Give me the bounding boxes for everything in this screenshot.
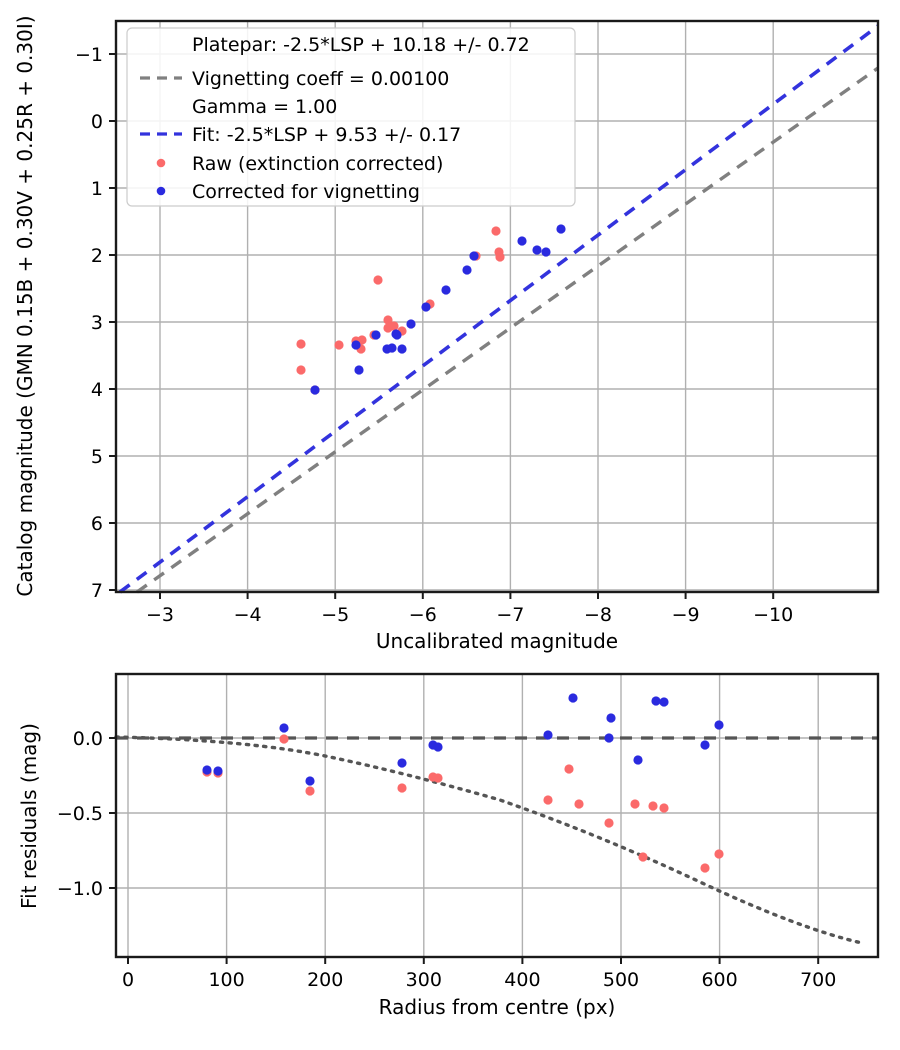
xaxis-label-bottom: Radius from centre (px)	[379, 995, 616, 1019]
axes-magnitude-calibration: −3 −4 −5 −6 −7 −8 −9 −10 −1 0 1 2 3 4 5 …	[13, 15, 880, 653]
svg-text:100: 100	[208, 969, 244, 991]
svg-text:0: 0	[122, 969, 134, 991]
scatter-corrected-bottom	[202, 693, 724, 786]
svg-text:700: 700	[800, 969, 836, 991]
yaxis-label-bottom: Fit residuals (mag)	[17, 723, 41, 909]
scatter-raw-bottom	[202, 734, 724, 873]
ticks-bottom	[109, 737, 820, 964]
svg-text:200: 200	[307, 969, 343, 991]
scatter-corrected-top	[310, 224, 566, 395]
grid-bottom	[116, 674, 878, 957]
svg-text:6: 6	[91, 513, 103, 535]
svg-text:400: 400	[504, 969, 540, 991]
svg-text:7: 7	[91, 580, 103, 602]
svg-text:−4: −4	[234, 604, 262, 626]
svg-text:300: 300	[406, 969, 442, 991]
svg-text:−9: −9	[672, 604, 700, 626]
xaxis-label-top: Uncalibrated magnitude	[376, 629, 618, 653]
svg-text:500: 500	[603, 969, 639, 991]
legend-label-fit: Fit: -2.5*LSP + 9.53 +/- 0.17	[192, 124, 461, 146]
svg-text:5: 5	[91, 446, 103, 468]
svg-text:−1.0: −1.0	[57, 878, 103, 900]
legend-marker-corrected-dot	[156, 186, 166, 196]
svg-text:4: 4	[91, 379, 103, 401]
svg-text:−5: −5	[321, 604, 349, 626]
svg-text:0: 0	[91, 111, 103, 133]
svg-text:2: 2	[91, 245, 103, 267]
legend-label-gamma: Gamma = 1.00	[192, 96, 337, 118]
svg-text:−3: −3	[146, 604, 174, 626]
legend-marker-raw-dot	[156, 158, 166, 168]
axes-fit-residuals: 0 100 200 300 400 500 600 700 0.0 −0.5 −…	[17, 672, 880, 1019]
svg-text:600: 600	[701, 969, 737, 991]
xticklabels-top: −3 −4 −5 −6 −7 −8 −9 −10	[146, 604, 793, 626]
legend-label-corrected: Corrected for vignetting	[192, 181, 420, 203]
legend-label-vignetting: Vignetting coeff = 0.00100	[192, 68, 449, 90]
platepar-reference-line	[136, 66, 879, 594]
legend-top: Platepar: -2.5*LSP + 10.18 +/- 0.72 Vign…	[126, 27, 576, 207]
xticklabels-bottom: 0 100 200 300 400 500 600 700	[122, 969, 836, 991]
legend-label-platepar: Platepar: -2.5*LSP + 10.18 +/- 0.72	[192, 34, 530, 56]
svg-text:−8: −8	[584, 604, 612, 626]
fit-line	[118, 24, 880, 594]
yticklabels-top: −1 0 1 2 3 4 5 6 7	[75, 44, 103, 602]
svg-text:0.0: 0.0	[73, 728, 103, 750]
svg-text:1: 1	[91, 178, 103, 200]
vignetting-model-curve	[114, 735, 864, 945]
ticks-top	[109, 53, 775, 599]
svg-text:−1: −1	[75, 44, 103, 66]
svg-text:−10: −10	[753, 604, 793, 626]
svg-text:−7: −7	[496, 604, 524, 626]
yticklabels-bottom: 0.0 −0.5 −1.0	[57, 728, 103, 900]
svg-text:3: 3	[91, 312, 103, 334]
svg-text:−0.5: −0.5	[57, 803, 103, 825]
svg-text:−6: −6	[409, 604, 437, 626]
yaxis-label-top: Catalog magnitude (GMN 0.15B + 0.30V + 0…	[13, 15, 37, 596]
legend-label-raw: Raw (extinction corrected)	[192, 153, 443, 175]
